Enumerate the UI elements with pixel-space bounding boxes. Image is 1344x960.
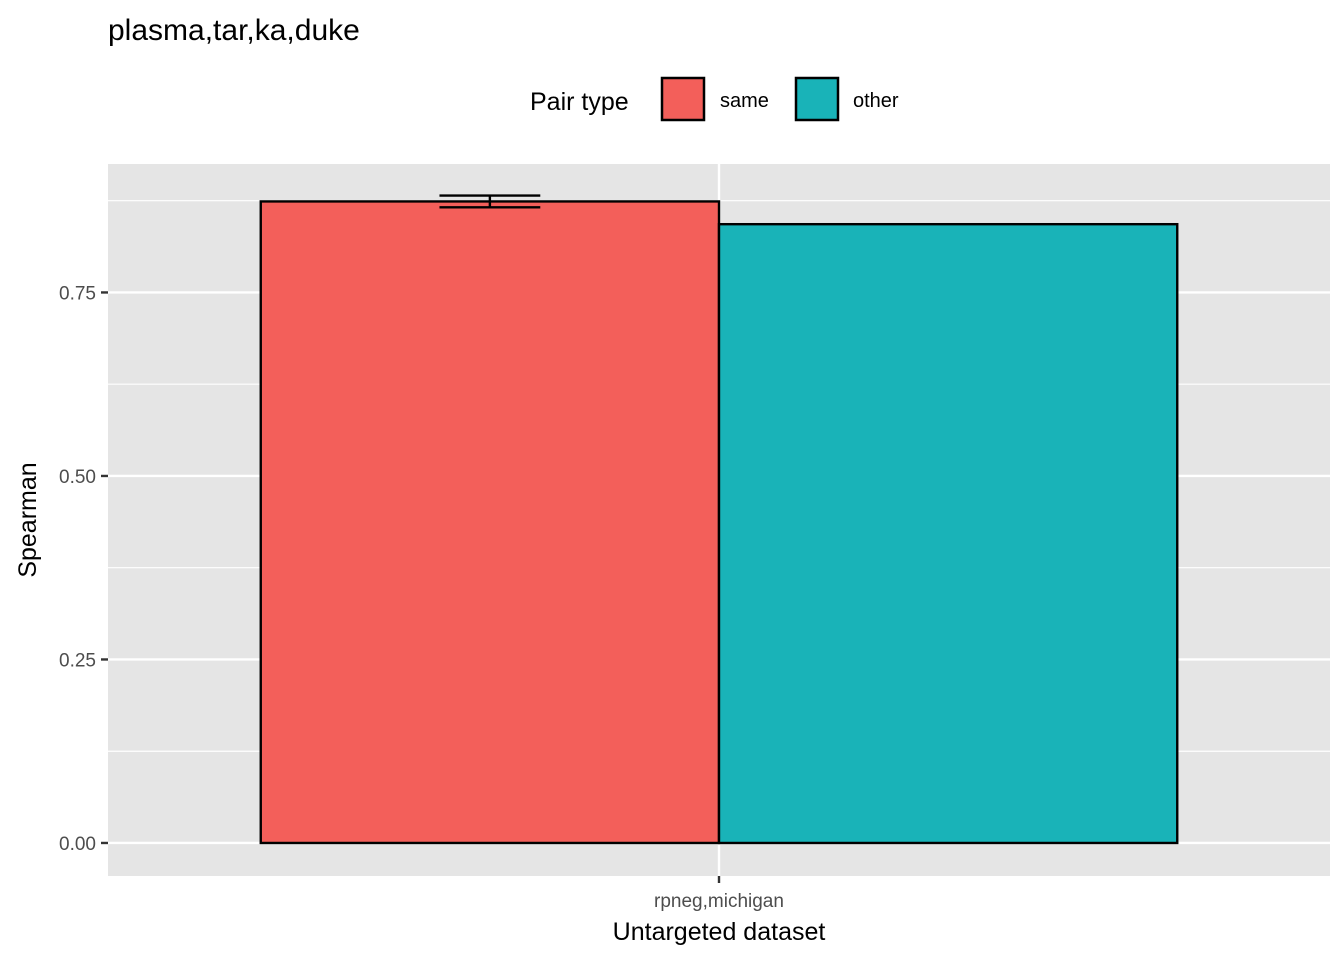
legend-label-same: same [720, 90, 769, 112]
y-tick-label: 0.50 [59, 467, 96, 488]
y-axis-title: Spearman [14, 462, 42, 577]
legend-key-other [794, 76, 840, 122]
x-axis: rpneg,michigan [654, 876, 784, 912]
x-tick-label: rpneg,michigan [654, 891, 784, 912]
y-tick-label: 0.00 [59, 834, 96, 855]
bar-other [717, 222, 1179, 845]
y-tick-label: 0.25 [59, 650, 96, 671]
y-axis: 0.00 0.25 0.50 0.75 [59, 283, 108, 855]
x-axis-title: Untargeted dataset [613, 918, 826, 946]
bar-same [259, 200, 721, 845]
legend: Pair type same other [530, 76, 899, 122]
legend-key-same [660, 76, 706, 122]
y-tick-label: 0.75 [59, 283, 96, 304]
legend-label-other: other [853, 90, 899, 112]
legend-title: Pair type [530, 88, 629, 116]
chart-title: plasma,tar,ka,duke [108, 14, 360, 47]
bars [259, 194, 1179, 845]
